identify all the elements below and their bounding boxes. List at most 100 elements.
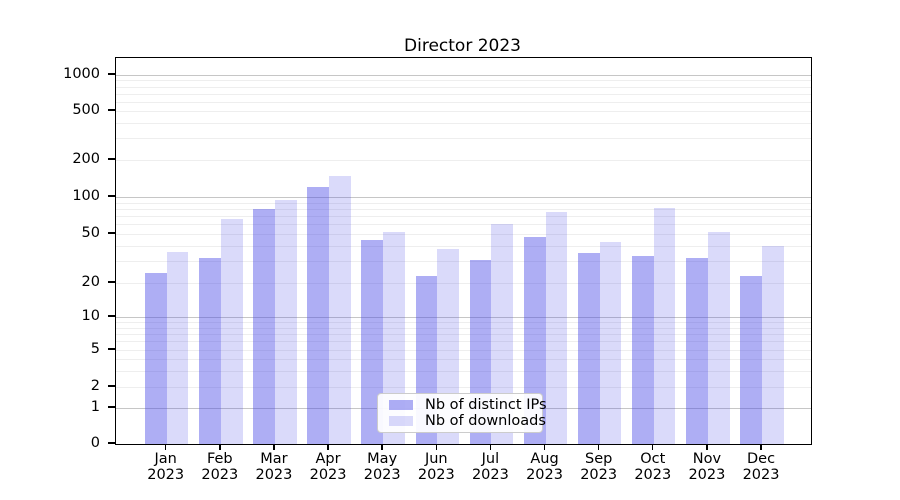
y-tick-label: 10 xyxy=(81,308,100,324)
y-tick-mark xyxy=(108,281,115,283)
minor-gridline xyxy=(116,80,811,82)
x-tick-label: Oct 2023 xyxy=(634,451,672,483)
y-tick-label: 5 xyxy=(90,341,100,357)
x-tick-mark xyxy=(219,444,221,450)
y-tick-mark xyxy=(108,158,115,160)
x-tick-label: Dec 2023 xyxy=(742,451,780,483)
minor-gridline xyxy=(116,341,811,343)
bar-downloads xyxy=(329,175,351,444)
y-tick-mark xyxy=(108,73,115,75)
chart-title: Director 2023 xyxy=(404,36,521,56)
bar-downloads xyxy=(707,231,730,444)
y-tick-label: 0 xyxy=(90,435,100,451)
x-tick-label: Jul 2023 xyxy=(471,451,509,483)
bar-downloads xyxy=(653,208,676,444)
y-tick-label: 2 xyxy=(90,378,100,394)
y-tick-label: 20 xyxy=(81,274,100,290)
x-tick-mark xyxy=(543,444,546,450)
minor-gridline xyxy=(116,245,811,247)
minor-gridline xyxy=(116,283,811,284)
minor-gridline xyxy=(116,208,811,210)
x-tick-mark xyxy=(597,444,600,450)
minor-gridline xyxy=(116,101,811,103)
y-tick-mark xyxy=(108,385,115,387)
x-tick-label: Jun 2023 xyxy=(417,451,455,483)
legend-swatch-distinct-ips xyxy=(389,399,413,410)
major-gridline xyxy=(116,317,811,318)
x-tick-label: Feb 2023 xyxy=(201,451,239,483)
minor-gridline xyxy=(116,111,811,112)
x-tick-mark xyxy=(327,444,329,450)
x-tick-mark xyxy=(381,444,383,450)
legend-item-downloads: Nb of downloads xyxy=(386,413,546,429)
x-tick-mark xyxy=(165,444,167,450)
y-tick-mark xyxy=(108,195,115,197)
bar-distinct-ips xyxy=(253,208,275,444)
minor-gridline xyxy=(116,261,811,263)
y-tick-label: 100 xyxy=(72,188,100,204)
x-tick-mark xyxy=(435,444,437,450)
bar-distinct-ips xyxy=(307,187,330,444)
bar-downloads xyxy=(220,219,243,444)
bar-downloads xyxy=(545,212,568,444)
y-tick-label: 1 xyxy=(90,399,100,415)
x-tick-mark xyxy=(273,444,275,450)
minor-gridline xyxy=(116,216,811,218)
minor-gridline xyxy=(116,333,811,335)
bar-distinct-ips xyxy=(145,273,167,444)
y-tick-label: 50 xyxy=(81,225,100,241)
y-tick-mark xyxy=(108,232,115,234)
bar-distinct-ips xyxy=(686,257,708,444)
y-tick-mark xyxy=(108,442,115,444)
minor-gridline xyxy=(116,350,811,351)
minor-gridline xyxy=(116,370,811,372)
bar-downloads xyxy=(383,231,405,444)
minor-gridline xyxy=(116,327,811,329)
minor-gridline xyxy=(116,202,811,204)
bar-downloads xyxy=(599,242,622,444)
major-gridline xyxy=(116,75,811,76)
y-tick-mark xyxy=(108,109,115,111)
legend-label-distinct-ips: Nb of distinct IPs xyxy=(425,396,547,413)
minor-gridline xyxy=(116,138,811,140)
x-tick-label: Jan 2023 xyxy=(147,451,185,483)
bar-downloads xyxy=(762,245,784,444)
bar-downloads xyxy=(274,199,297,444)
bar-distinct-ips xyxy=(740,275,762,444)
minor-gridline xyxy=(116,322,811,324)
y-tick-label: 200 xyxy=(72,151,100,167)
legend: Nb of distinct IPs Nb of downloads xyxy=(377,393,547,433)
minor-gridline xyxy=(116,234,811,235)
minor-gridline xyxy=(116,224,811,226)
bar-distinct-ips xyxy=(577,253,600,444)
minor-gridline xyxy=(116,86,811,88)
x-tick-mark xyxy=(706,444,708,450)
legend-label-downloads: Nb of downloads xyxy=(425,413,546,430)
bar-distinct-ips xyxy=(523,237,546,444)
x-tick-label: Sep 2023 xyxy=(580,451,618,483)
major-gridline xyxy=(116,197,811,198)
x-tick-label: Nov 2023 xyxy=(688,451,726,483)
y-tick-mark xyxy=(108,348,115,350)
plot-area xyxy=(115,57,812,445)
minor-gridline xyxy=(116,359,811,360)
legend-item-distinct-ips: Nb of distinct IPs xyxy=(386,397,547,413)
bar-distinct-ips xyxy=(199,257,221,444)
y-tick-label: 500 xyxy=(72,102,100,118)
minor-gridline xyxy=(116,387,811,388)
minor-gridline xyxy=(116,93,811,95)
y-tick-mark xyxy=(108,315,115,317)
x-tick-label: Mar 2023 xyxy=(255,451,293,483)
x-tick-mark xyxy=(489,444,492,450)
x-tick-label: May 2023 xyxy=(363,451,401,483)
bar-downloads xyxy=(166,251,189,444)
x-tick-mark xyxy=(652,444,654,450)
bar-downloads xyxy=(491,224,514,444)
y-tick-label: 1000 xyxy=(63,66,100,82)
x-tick-label: Apr 2023 xyxy=(309,451,347,483)
bar-distinct-ips xyxy=(632,256,654,444)
x-tick-label: Aug 2023 xyxy=(526,451,563,483)
minor-gridline xyxy=(116,160,811,161)
y-tick-mark xyxy=(108,406,115,408)
